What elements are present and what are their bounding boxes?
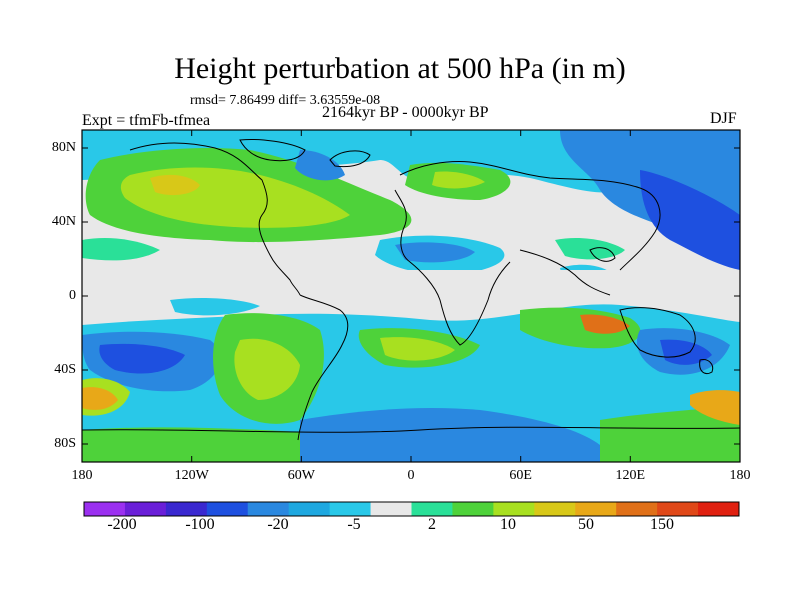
lat-label-40s: 40S <box>54 362 76 377</box>
colorbar-label: 150 <box>650 516 674 533</box>
lat-label-0: 0 <box>69 288 76 303</box>
lon-label-60e: 60E <box>509 468 532 483</box>
colorbar-swatch <box>698 502 740 516</box>
colorbar <box>83 501 740 517</box>
colorbar-swatch <box>657 502 699 516</box>
colorbar-label: -200 <box>107 516 137 533</box>
lat-label-80s: 80S <box>54 436 76 451</box>
colorbar-label: 50 <box>578 516 594 533</box>
colorbar-swatch <box>493 502 535 516</box>
colorbar-label: 2 <box>428 516 436 533</box>
lat-label-80n: 80N <box>51 140 76 155</box>
colorbar-swatch <box>206 502 249 516</box>
lon-label-60w: 60W <box>287 468 315 483</box>
tick-marks <box>81 130 741 462</box>
colorbar-swatch <box>616 502 658 516</box>
contour-field <box>82 130 740 462</box>
lon-label-120w: 120W <box>174 468 209 483</box>
colorbar-swatch <box>575 502 617 516</box>
colorbar-label: -100 <box>185 516 215 533</box>
season-label: DJF <box>710 110 737 127</box>
coastlines <box>82 139 740 441</box>
colorbar-swatch <box>370 502 412 516</box>
lon-label-180e: 180 <box>729 468 751 483</box>
experiment-label: Expt = tfmFb-tfmea <box>82 112 211 129</box>
colorbar-swatch <box>84 502 126 516</box>
lon-label-180w: 180 <box>71 468 93 483</box>
colorbar-swatch <box>165 502 208 516</box>
page-title: Height perturbation at 500 hPa (in m) <box>174 52 626 85</box>
colorbar-swatch <box>247 502 290 516</box>
statistics-text: rmsd= 7.86499 diff= 3.63559e-08 <box>190 93 381 108</box>
colorbar-swatch <box>452 502 494 516</box>
colorbar-swatch <box>534 502 576 516</box>
colorbar-swatch <box>124 502 167 516</box>
period-label: 2164kyr BP - 0000kyr BP <box>322 104 489 121</box>
lon-label-0: 0 <box>407 468 415 483</box>
colorbar-label: -5 <box>347 516 361 533</box>
lat-label-40n: 40N <box>51 214 76 229</box>
colorbar-label: 10 <box>500 516 516 533</box>
colorbar-swatch <box>329 502 372 516</box>
colorbar-swatch <box>288 502 331 516</box>
colorbar-frame <box>83 501 740 517</box>
lon-label-120e: 120E <box>615 468 646 483</box>
colorbar-swatch <box>411 502 453 516</box>
colorbar-label: -20 <box>267 516 289 533</box>
